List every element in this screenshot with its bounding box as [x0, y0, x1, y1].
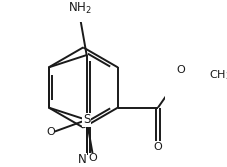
Text: N: N	[78, 153, 87, 166]
Text: CH$_3$: CH$_3$	[209, 68, 227, 82]
Text: NH$_2$: NH$_2$	[68, 1, 92, 16]
Text: O: O	[154, 142, 162, 152]
Text: O: O	[46, 127, 55, 137]
Text: O: O	[88, 153, 97, 163]
Text: O: O	[177, 65, 185, 75]
Text: S: S	[83, 113, 90, 126]
